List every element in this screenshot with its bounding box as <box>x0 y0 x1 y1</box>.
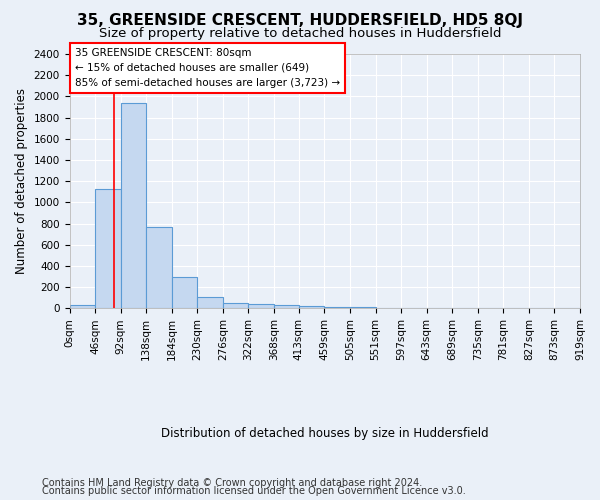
X-axis label: Distribution of detached houses by size in Huddersfield: Distribution of detached houses by size … <box>161 427 488 440</box>
Bar <box>274 306 299 308</box>
Text: Contains public sector information licensed under the Open Government Licence v3: Contains public sector information licen… <box>42 486 466 496</box>
Bar <box>223 303 248 308</box>
Bar <box>146 227 172 308</box>
Text: Size of property relative to detached houses in Huddersfield: Size of property relative to detached ho… <box>99 28 501 40</box>
Y-axis label: Number of detached properties: Number of detached properties <box>15 88 28 274</box>
Bar <box>325 307 350 308</box>
Bar <box>172 276 197 308</box>
Bar <box>95 188 121 308</box>
Bar <box>121 103 146 308</box>
Bar <box>299 306 325 308</box>
Bar <box>70 305 95 308</box>
Text: Contains HM Land Registry data © Crown copyright and database right 2024.: Contains HM Land Registry data © Crown c… <box>42 478 422 488</box>
Text: 35, GREENSIDE CRESCENT, HUDDERSFIELD, HD5 8QJ: 35, GREENSIDE CRESCENT, HUDDERSFIELD, HD… <box>77 12 523 28</box>
Bar <box>197 298 223 308</box>
Text: 35 GREENSIDE CRESCENT: 80sqm
← 15% of detached houses are smaller (649)
85% of s: 35 GREENSIDE CRESCENT: 80sqm ← 15% of de… <box>75 48 340 88</box>
Bar <box>248 304 274 308</box>
